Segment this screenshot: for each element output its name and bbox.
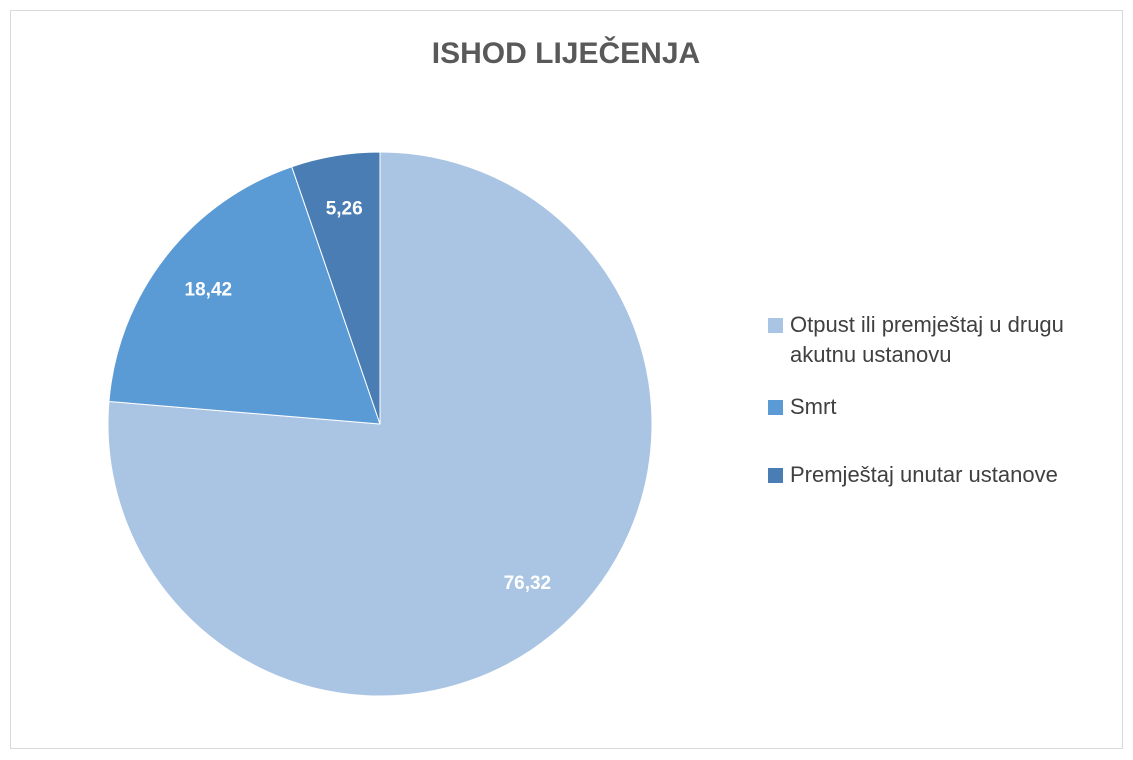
legend-item: Otpust ili premještaj u drugu akutnu ust… xyxy=(768,310,1118,370)
legend-item: Smrt xyxy=(768,392,1118,422)
legend-item: Premještaj unutar ustanove xyxy=(768,460,1118,490)
data-label: 5,26 xyxy=(326,198,363,219)
legend: Otpust ili premještaj u drugu akutnu ust… xyxy=(768,310,1118,490)
legend-swatch xyxy=(768,400,783,415)
legend-label: Premještaj unutar ustanove xyxy=(790,462,1058,487)
legend-swatch xyxy=(768,318,783,333)
pie-slice xyxy=(291,151,381,425)
legend-label: Otpust ili premještaj u drugu akutnu ust… xyxy=(790,312,1064,367)
legend-label: Smrt xyxy=(790,394,837,419)
legend-swatch xyxy=(768,468,783,483)
pie-slice xyxy=(108,166,381,425)
data-label: 18,42 xyxy=(185,279,233,300)
chart-title: ISHOD LIJEČENJA xyxy=(432,36,700,70)
data-label: 76,32 xyxy=(504,573,552,594)
